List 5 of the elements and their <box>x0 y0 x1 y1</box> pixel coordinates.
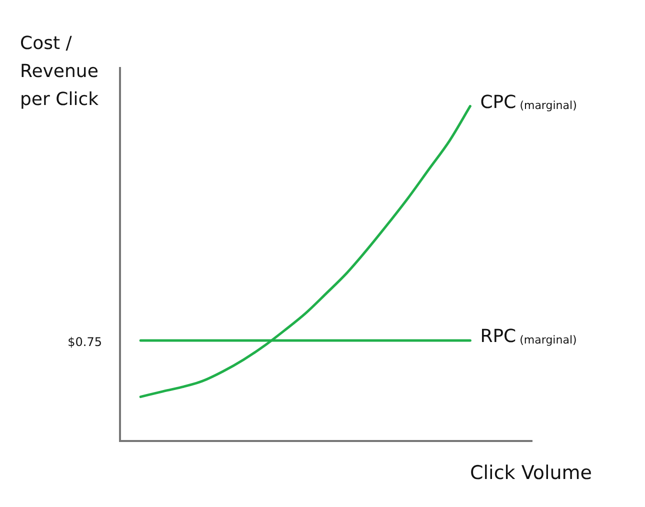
x-axis-title: Click Volume <box>470 462 593 484</box>
text: $0.75 <box>68 335 102 350</box>
series-label: CPC (marginal) <box>480 92 577 113</box>
series-label: RPC (marginal) <box>480 326 577 348</box>
y-axis-title: Cost / Revenue per Click <box>20 32 100 112</box>
